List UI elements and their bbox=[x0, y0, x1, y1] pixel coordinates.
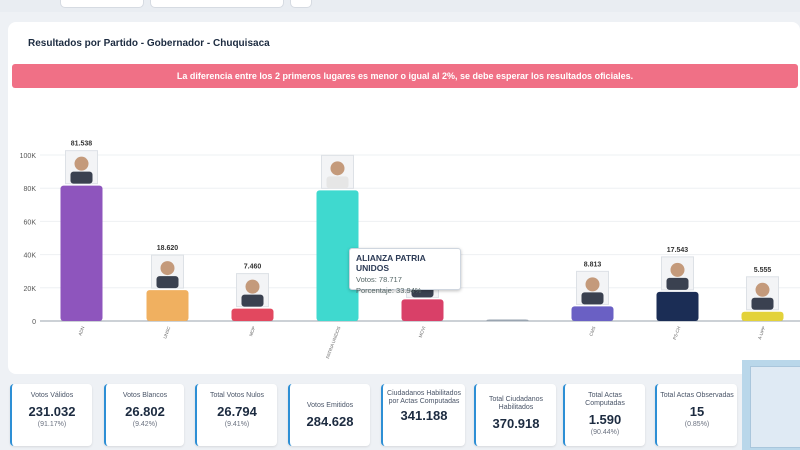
stat-value: 284.628 bbox=[306, 414, 354, 429]
candidate-photo bbox=[746, 276, 779, 311]
stat-votos-blancos: Votos Blancos 26.802 (9.42%) bbox=[104, 384, 184, 446]
bar-value-label: 5.555 bbox=[754, 267, 772, 274]
stats-row: Votos Válidos 231.032 (91.17%) Votos Bla… bbox=[8, 384, 748, 450]
y-tick-label: 40K bbox=[24, 253, 37, 260]
bar[interactable] bbox=[656, 291, 699, 321]
stat-label: Ciudadanos Habilitados por Actas Computa… bbox=[387, 390, 461, 405]
bar[interactable] bbox=[401, 299, 444, 321]
stat-value: 26.802 bbox=[125, 404, 165, 419]
bar-value-label: 17.543 bbox=[667, 247, 689, 254]
bar-value-label: 18.620 bbox=[157, 245, 179, 252]
stat-percent: (90.44%) bbox=[590, 429, 620, 436]
stat-label: Total Ciudadanos Habilitados bbox=[488, 396, 544, 411]
x-tick-label: PS-CH bbox=[672, 326, 681, 341]
stat-percent: (0.85%) bbox=[684, 421, 710, 428]
x-tick-label: UNSC bbox=[162, 325, 171, 339]
tooltip-percent: Porcentaje: 33.94% bbox=[356, 286, 422, 295]
stat-label: Total Actas Computadas bbox=[585, 392, 625, 407]
x-tick-label: MOP bbox=[248, 326, 256, 337]
candidate-photo bbox=[321, 154, 354, 189]
chart-tooltip: ALIANZA PATRIA UNIDOS Votos: 78.717 Porc… bbox=[349, 248, 461, 295]
stat-percent: (91.17%) bbox=[37, 421, 67, 428]
stat-label: Total Votos Nulos bbox=[209, 392, 265, 399]
stat-total-ciudadanos: Total Ciudadanos Habilitados 370.918 bbox=[474, 384, 556, 446]
x-tick-label: A-UPP bbox=[757, 326, 766, 341]
tooltip-votes: Votos: 78.717 bbox=[356, 275, 402, 284]
tooltip-title: ALIANZA PATRIA UNIDOS bbox=[356, 253, 426, 273]
bar[interactable] bbox=[231, 308, 274, 321]
results-bar-chart: 0 20K 40K 60K 80K 100K 81.538 18.620 7.460 8.813… bbox=[20, 141, 800, 360]
x-tick-label: MOVI bbox=[418, 326, 427, 339]
stat-value: 231.032 bbox=[28, 404, 76, 419]
bar[interactable] bbox=[60, 185, 103, 321]
top-filter-button-1[interactable] bbox=[60, 0, 144, 8]
stat-value: 15 bbox=[689, 404, 705, 419]
video-tile bbox=[750, 366, 800, 448]
bar[interactable] bbox=[571, 306, 614, 321]
stat-votos-emitidos: Votos Emitidos 284.628 bbox=[288, 384, 370, 446]
stat-value: 341.188 bbox=[400, 408, 448, 423]
stat-label: Total Actas Observadas bbox=[660, 392, 734, 399]
y-tick-label: 80K bbox=[24, 186, 37, 193]
candidate-photo bbox=[65, 150, 98, 185]
top-filter-button-2[interactable] bbox=[150, 0, 284, 8]
stat-percent: (9.42%) bbox=[132, 421, 158, 428]
stat-value: 26.794 bbox=[217, 404, 257, 419]
stat-label: Votos Válidos bbox=[30, 392, 74, 399]
candidate-photo bbox=[661, 256, 694, 291]
stat-value: 1.590 bbox=[588, 412, 622, 427]
top-toolbar bbox=[0, 0, 800, 12]
stat-percent: (9.41%) bbox=[224, 421, 250, 428]
bar[interactable] bbox=[741, 311, 784, 321]
side-video-panel bbox=[742, 360, 800, 450]
candidate-photo bbox=[236, 273, 269, 308]
bar-value-label: 7.460 bbox=[244, 264, 262, 271]
warning-alert: La diferencia entre los 2 primeros lugar… bbox=[12, 64, 798, 88]
stat-ciudadanos-por-actas: Ciudadanos Habilitados por Actas Computa… bbox=[381, 384, 465, 446]
stat-actas-observadas: Total Actas Observadas 15 (0.85%) bbox=[655, 384, 737, 446]
y-tick-label: 20K bbox=[24, 286, 37, 293]
stat-label: Votos Blancos bbox=[122, 392, 168, 399]
stat-votos-validos: Votos Válidos 231.032 (91.17%) bbox=[10, 384, 92, 446]
stat-value: 370.918 bbox=[492, 416, 540, 431]
bar[interactable] bbox=[146, 290, 189, 321]
page-title: Resultados por Partido - Gobernador - Ch… bbox=[28, 38, 270, 49]
top-filter-button-3[interactable] bbox=[290, 0, 312, 8]
stat-votos-nulos: Total Votos Nulos 26.794 (9.41%) bbox=[195, 384, 277, 446]
y-tick-label: 0 bbox=[32, 319, 36, 326]
y-tick-label: 60K bbox=[24, 219, 37, 226]
candidate-photo bbox=[151, 254, 184, 289]
candidate-photo bbox=[576, 270, 609, 305]
bar[interactable] bbox=[316, 190, 359, 321]
x-tick-label: CMS bbox=[588, 326, 596, 337]
y-tick-label: 100K bbox=[20, 153, 37, 160]
stat-actas-computadas: Total Actas Computadas 1.590 (90.44%) bbox=[563, 384, 645, 446]
bar[interactable] bbox=[486, 319, 529, 322]
x-tick-label: ALIANZA PATRIA UNIDOS bbox=[318, 326, 341, 360]
bar-value-label: 81.538 bbox=[71, 141, 93, 148]
bar-value-label: 8.813 bbox=[584, 261, 602, 268]
x-tick-label: ADN bbox=[77, 326, 85, 337]
stat-label: Votos Emitidos bbox=[306, 402, 354, 409]
